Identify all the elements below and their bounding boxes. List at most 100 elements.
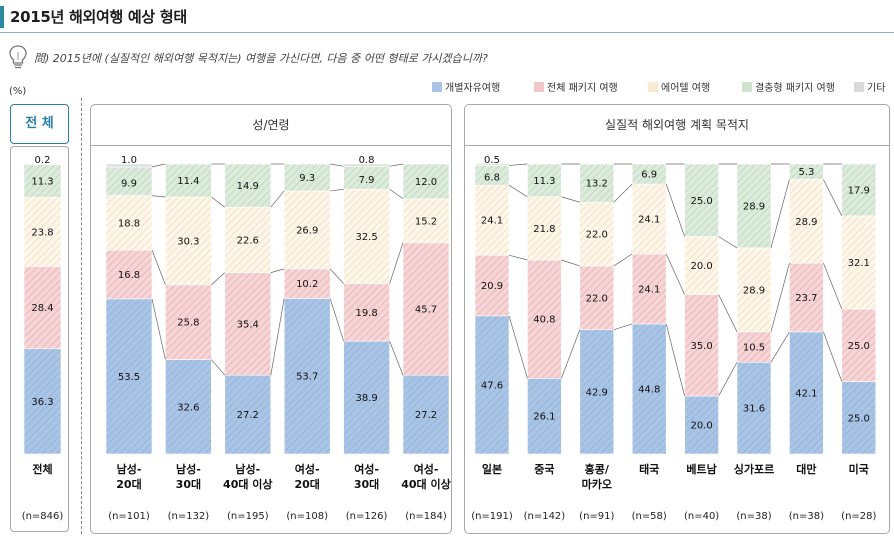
connector-line [770,179,790,248]
dashed-divider [81,98,82,534]
value-label: 15.2 [415,216,437,227]
connector-line [508,184,528,198]
seg-full-package [841,308,877,382]
value-label: 22.0 [586,293,608,304]
seg-individual [841,381,877,455]
legend-item: 결충형 패키지 여행 [742,82,835,96]
total-panel-header: 전 체 [10,104,69,144]
connector-line [665,183,685,237]
connector-line [270,190,285,208]
seg-airtel [474,184,510,256]
page-title: 2015년 해외여행 예상 형태 [10,8,187,26]
connector-line [561,259,580,267]
value-label: 26.1 [533,412,555,423]
category-label: 30대 [354,477,379,491]
sample-size-label: (n=40) [684,511,719,522]
connector-line [561,329,581,379]
connector-line [823,263,843,310]
value-label: 12.0 [415,177,437,188]
seg-full-package [224,272,272,376]
connector-line [389,340,404,376]
value-label: 44.8 [638,384,660,395]
value-label: 53.5 [118,372,140,383]
seg-other [23,163,62,166]
connector-line [329,268,344,284]
category-label: 남성- [235,462,260,476]
sample-size-label: (n=132) [168,511,210,522]
connector-line [718,362,738,397]
value-label: 10.5 [743,343,765,354]
seg-individual [684,395,719,455]
legend-item: 개별자유여행 [432,82,500,96]
value-label: 40.8 [533,315,555,326]
category-label: 태국 [639,462,659,476]
seg-airtel [789,179,824,264]
value-label: 24.1 [638,215,660,226]
category-label: 미국 [849,462,869,476]
seg-airtel [402,198,450,244]
seg-airtel [23,197,62,267]
seg-individual [474,315,510,455]
sample-size-label: (n=28) [841,511,876,522]
seg-individual [105,298,153,455]
value-label: 5.3 [798,167,814,178]
total-panel [10,146,69,532]
legend-swatch-red [534,82,544,92]
value-label: 42.9 [586,387,608,398]
seg-full-package [789,262,824,333]
seg-individual [343,340,390,455]
value-label: 32.1 [848,258,870,269]
seg-full-package [165,284,212,360]
value-label: 17.9 [848,185,870,196]
sample-size-label: (n=38) [789,511,824,522]
connector-line [508,315,528,379]
gender-age-panel [90,104,452,534]
connector-line [151,250,166,285]
sample-size-label: (n=38) [736,511,771,522]
connector-line [770,263,790,332]
category-label: 남성- [117,462,142,476]
category-label: 남성- [176,462,201,476]
value-label: 38.9 [355,393,377,404]
seg-hybrid-package [841,163,877,217]
sample-size-label: (n=846) [22,511,64,522]
title-accent-bar [0,6,4,28]
connector-line [770,331,790,363]
connector-line [389,242,404,284]
connector-line [613,323,633,331]
connector-line [330,163,344,167]
legend-item: 전체 패키지 여행 [534,82,618,96]
seg-hybrid-package [283,163,331,192]
seg-hybrid-package [789,163,824,180]
connector-line [823,331,843,382]
value-label: 31.6 [743,404,765,415]
legend-swatch-yellow [648,82,658,92]
sample-size-label: (n=108) [286,511,328,522]
destination-panel-title: 실질적 해외여행 계획 목적지 [605,118,749,132]
category-label: 중국 [534,463,554,476]
value-label: 23.7 [795,293,817,304]
title-underline [0,32,894,33]
connector-line [718,236,738,249]
seg-individual [224,374,272,455]
category-label: 40대 이상 [223,477,273,491]
value-label: 25.0 [690,196,712,207]
category-label: 여성- [354,462,379,476]
seg-full-package [474,254,510,317]
sample-size-label: (n=191) [471,511,513,522]
seg-hybrid-package [631,163,667,185]
connector-line [613,253,633,267]
connector-line [665,323,685,397]
value-label: 24.1 [481,216,503,227]
destination-panel [464,104,890,534]
seg-individual [631,323,667,455]
value-label: 0.8 [359,155,375,166]
connector-line [151,195,166,198]
value-label: 0.2 [35,155,51,166]
value-label: 22.6 [237,235,259,246]
seg-hybrid-package [579,163,615,203]
connector-line [665,253,685,295]
value-label: 28.4 [31,303,53,314]
legend-swatch-blue [432,82,442,92]
